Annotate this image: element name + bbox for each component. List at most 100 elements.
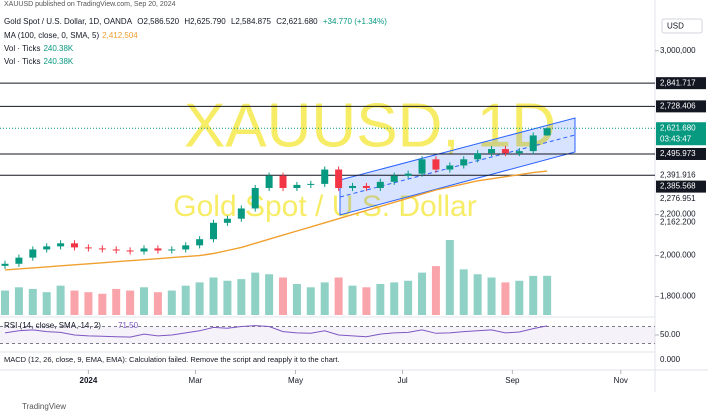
candle-body bbox=[15, 257, 23, 264]
volume-bar bbox=[487, 277, 496, 315]
vol-legend: Vol · Ticks 240.38K bbox=[4, 44, 76, 53]
volume-bar bbox=[140, 287, 149, 315]
volume-bar bbox=[167, 290, 176, 315]
candle-body bbox=[543, 128, 551, 136]
candle-body bbox=[460, 159, 468, 166]
footer-brand: TradingView bbox=[22, 402, 66, 411]
price-label: 2,495.973 bbox=[660, 149, 696, 158]
volume-bar bbox=[28, 288, 37, 315]
rsi-tick-label: 50.00 bbox=[660, 330, 681, 339]
candle-body bbox=[43, 246, 51, 250]
candle-body bbox=[237, 208, 245, 219]
change: +34.770 (+1.34%) bbox=[322, 17, 387, 26]
volume-bar bbox=[112, 288, 121, 315]
moving-average bbox=[4, 170, 548, 271]
vol-label: Vol · Ticks bbox=[4, 44, 41, 53]
price-box bbox=[656, 180, 706, 193]
candle-body bbox=[182, 245, 190, 250]
price-box bbox=[656, 147, 706, 160]
volume-bar bbox=[14, 287, 23, 315]
volume-bar bbox=[334, 277, 343, 315]
x-tick-label: Jul bbox=[397, 376, 407, 385]
candle-body bbox=[390, 175, 398, 182]
volume-bar bbox=[501, 282, 510, 315]
volume-bar bbox=[56, 285, 65, 315]
y-tick-label: 1,800.000 bbox=[660, 292, 696, 301]
candle-body bbox=[279, 175, 287, 188]
price-label: 2,391.916 bbox=[660, 170, 696, 179]
rsi-line bbox=[4, 325, 548, 338]
low: L2,584.875 bbox=[230, 17, 271, 26]
rsi-band-fill bbox=[0, 326, 655, 344]
high: H2,625.790 bbox=[184, 17, 226, 26]
candle-body bbox=[140, 248, 148, 252]
volume-bar bbox=[515, 280, 524, 315]
volume-bar bbox=[237, 279, 246, 315]
ma-legend: MA (100, close, 0, SMA, 5) 2,412.504 bbox=[4, 31, 141, 40]
candle-body bbox=[98, 248, 106, 250]
candle-body bbox=[112, 249, 120, 251]
candle-body bbox=[307, 183, 315, 185]
candle-body bbox=[126, 250, 134, 252]
ma-value: 2,412.504 bbox=[102, 31, 138, 40]
volume-bar bbox=[1, 290, 10, 315]
candle-body bbox=[251, 187, 259, 209]
price-label: 2,728.406 bbox=[660, 101, 696, 110]
candle-body bbox=[362, 185, 370, 188]
candle-body bbox=[168, 249, 176, 251]
price-label: 2,841.717 bbox=[660, 78, 696, 87]
rsi-label: RSI (14, close, SMA, 14, 2) bbox=[4, 321, 101, 330]
volume-bar bbox=[181, 285, 190, 315]
price-box bbox=[656, 77, 706, 90]
volume-bar bbox=[70, 290, 79, 315]
candle-body bbox=[154, 248, 162, 251]
vol-value: 240.38K bbox=[43, 57, 74, 66]
published: XAUUSD published on TradingView.com, Sep… bbox=[4, 1, 176, 8]
candle-body bbox=[210, 222, 218, 240]
volume-bar bbox=[209, 277, 218, 315]
volume-bar bbox=[98, 293, 107, 315]
candle-body bbox=[321, 169, 329, 184]
candle-body bbox=[265, 175, 273, 188]
ma-label: MA (100, close, 0, SMA, 5) bbox=[4, 31, 100, 40]
x-tick-label: 2024 bbox=[80, 376, 98, 385]
volume-bar bbox=[195, 282, 204, 315]
price-label: 2,385.568 bbox=[660, 182, 696, 191]
candle-body bbox=[293, 184, 301, 188]
price-label: 2,162.200 bbox=[660, 217, 696, 226]
watermark-name: Gold Spot / U.S. Dollar bbox=[173, 190, 476, 223]
close: C2,621.680 bbox=[276, 17, 318, 26]
currency-box[interactable] bbox=[661, 18, 703, 34]
candle-body bbox=[446, 165, 454, 170]
currency: USD bbox=[667, 22, 684, 31]
volume-bar bbox=[279, 277, 288, 315]
volume-bar bbox=[543, 275, 552, 315]
volume-bar bbox=[418, 272, 427, 315]
volume-bar bbox=[126, 290, 135, 315]
candle-body bbox=[376, 181, 384, 188]
watermark-ticker: XAUUSD, 1D bbox=[184, 91, 556, 160]
candle-body bbox=[529, 135, 537, 152]
volume-bar bbox=[431, 266, 440, 315]
volume-bar bbox=[376, 284, 385, 315]
candle-body bbox=[488, 149, 496, 154]
price-box bbox=[656, 122, 706, 146]
volume-bar bbox=[362, 287, 371, 315]
candle-body bbox=[501, 149, 509, 154]
candle-body bbox=[404, 173, 412, 176]
candle-body bbox=[349, 185, 357, 188]
open: O2,586.520 bbox=[137, 17, 180, 26]
volume-bar bbox=[473, 274, 482, 315]
countdown: 03:43:47 bbox=[660, 134, 692, 143]
candle-body bbox=[515, 151, 523, 154]
volume-bar bbox=[251, 272, 260, 315]
candle-body bbox=[474, 153, 482, 160]
candle-body bbox=[432, 159, 440, 170]
candle-body bbox=[418, 159, 426, 174]
vol-value: 240.38K bbox=[43, 44, 74, 53]
volume-bar bbox=[223, 280, 232, 315]
rsi-value: 71.50 bbox=[118, 321, 139, 330]
symbol: Gold Spot / U.S. Dollar, 1D, OANDA bbox=[4, 17, 133, 26]
volume-bar bbox=[529, 275, 538, 315]
